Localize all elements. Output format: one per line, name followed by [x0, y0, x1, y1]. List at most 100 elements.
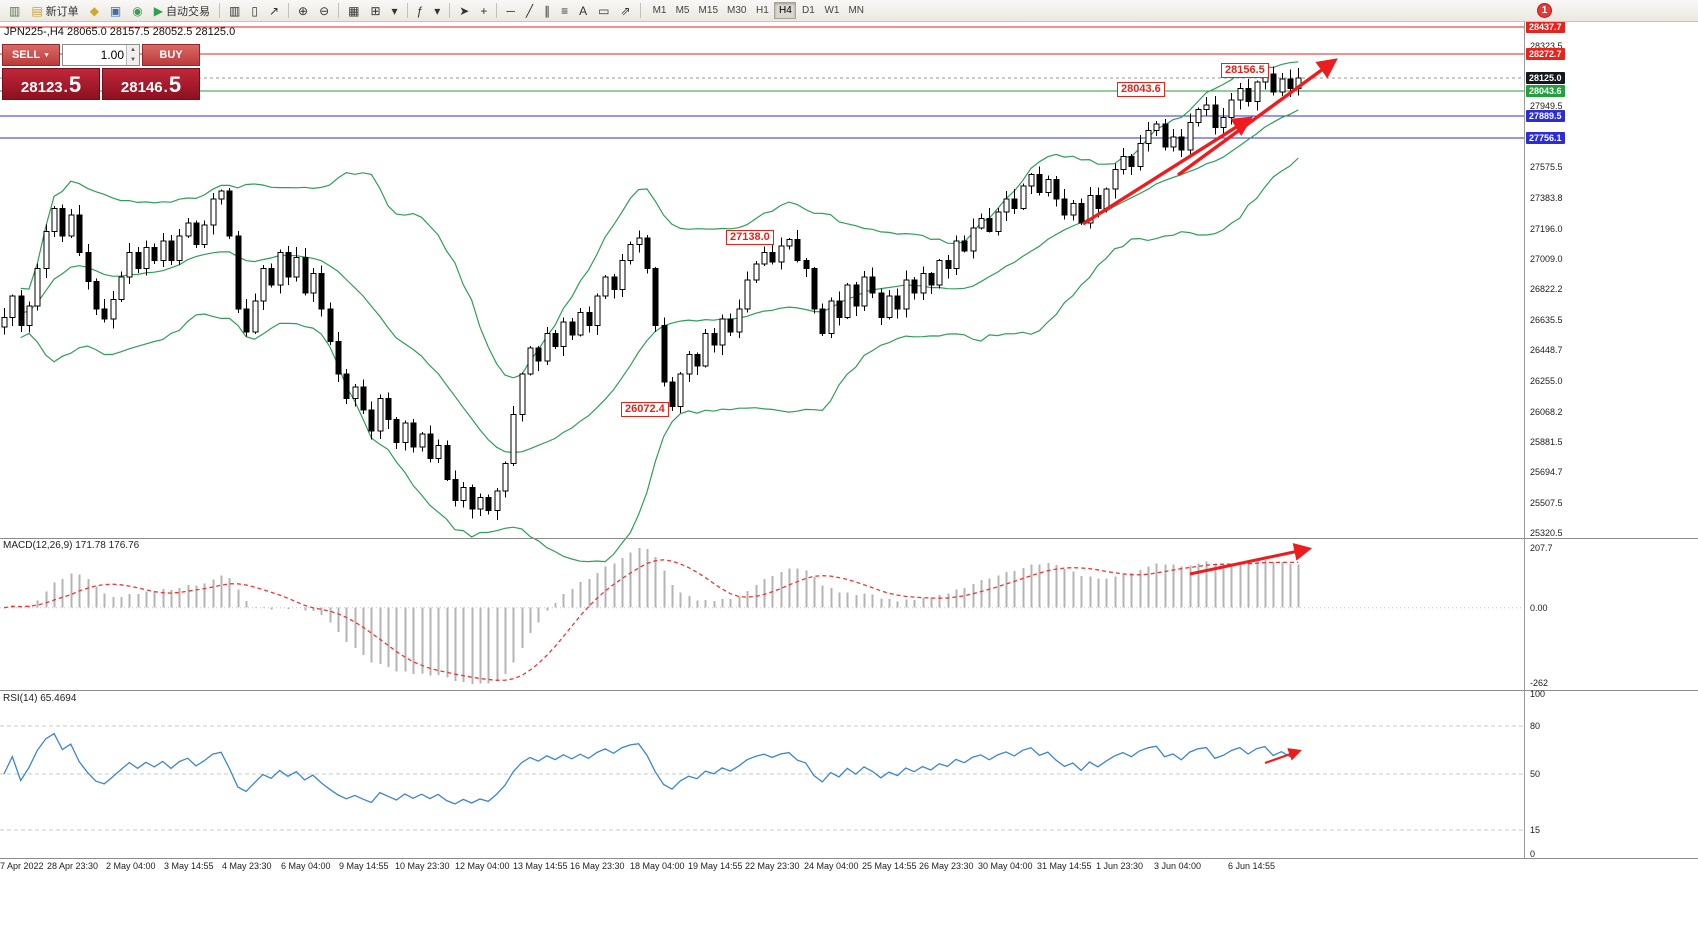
zoom-in-icon[interactable]: ⊕ [293, 1, 313, 20]
candle-body [661, 324, 668, 383]
candle-body [193, 222, 200, 245]
timeframe-m15[interactable]: M15 [695, 2, 722, 19]
candle-body [602, 276, 609, 297]
candle-body [586, 311, 593, 326]
timeframe-m1[interactable]: M1 [649, 2, 671, 19]
candle-body [168, 240, 175, 262]
candle-body [652, 268, 659, 326]
candle-body [477, 496, 484, 510]
sell-button[interactable]: SELL ▼ [2, 44, 60, 66]
cursor-icon[interactable]: ➤ [454, 1, 474, 20]
candle-body [293, 256, 300, 278]
new-chart-icon[interactable]: ⊞ [365, 1, 385, 20]
candle-body [1279, 78, 1286, 93]
candle-body [911, 279, 918, 294]
horizontal-line-icon[interactable]: ─ [501, 1, 520, 20]
candle-body [786, 238, 793, 247]
candle-body [410, 422, 417, 448]
sell-price-frac: 5 [68, 72, 82, 98]
new-chart-icon: ⊞ [370, 3, 381, 18]
candle-body [569, 321, 576, 336]
indicators-caret-icon[interactable]: ▾ [429, 1, 445, 20]
candle-body [811, 268, 818, 310]
toolbar-separator [406, 3, 408, 18]
autotrade-button-label: 自动交易 [165, 5, 210, 18]
volume-stepper: ▲ ▼ [62, 44, 140, 66]
candle-body [519, 373, 526, 416]
candle-body [711, 333, 718, 346]
candle-body [961, 240, 968, 252]
toolbar-separator [338, 3, 340, 18]
timeframe-m5[interactable]: M5 [672, 2, 694, 19]
candle-body [310, 273, 317, 294]
sell-price-dot: . [63, 78, 68, 96]
tile-windows-icon[interactable]: ▦ [343, 1, 364, 20]
candle-body [151, 247, 158, 262]
candle-body [677, 373, 684, 408]
timeframe-d1[interactable]: D1 [797, 2, 819, 19]
trendline-icon[interactable]: ╱ [521, 1, 538, 20]
candle-body [1045, 178, 1052, 193]
candle-body [1070, 203, 1077, 216]
candlestick-chart-icon[interactable]: ▯ [246, 1, 263, 20]
text-icon[interactable]: A [574, 1, 592, 20]
zoom-out-icon[interactable]: ⊖ [314, 1, 334, 20]
time-axis[interactable] [0, 858, 1524, 874]
candle-body [970, 227, 977, 252]
sell-price-main: 28123 [20, 78, 63, 96]
arrows-tool-icon[interactable]: ⇗ [615, 1, 635, 20]
autotrade-button[interactable]: ▶ 自动交易 [149, 1, 215, 20]
price-axis[interactable] [1524, 22, 1698, 858]
candle-body [502, 462, 509, 492]
buy-price-main: 28146 [120, 78, 163, 96]
fibonacci-icon[interactable]: ≡ [556, 1, 573, 20]
channel-icon[interactable]: ∥ [539, 1, 555, 20]
volume-increase-button[interactable]: ▲ [127, 45, 139, 55]
indicators-icon[interactable]: ƒ [412, 1, 429, 20]
candle-body [59, 208, 66, 237]
timeframe-h1[interactable]: H1 [751, 2, 773, 19]
timeframe-w1[interactable]: W1 [820, 2, 843, 19]
candle-body [1245, 88, 1252, 103]
buy-button[interactable]: BUY [142, 44, 200, 66]
line-chart-icon[interactable]: ↗ [264, 1, 284, 20]
new-order-button[interactable]: ▤ 新订单 [26, 1, 83, 20]
candle-body [1162, 123, 1169, 148]
channel-icon: ∥ [544, 3, 551, 18]
timeframe-mn[interactable]: MN [844, 2, 868, 19]
candle-body [85, 251, 92, 283]
candle-body [352, 386, 359, 399]
volume-decrease-button[interactable]: ▼ [127, 55, 139, 65]
market-watch-icon[interactable]: ◆ [85, 1, 104, 20]
candle-body [277, 251, 284, 286]
candle-body [727, 318, 734, 333]
navigator-icon[interactable]: ◉ [127, 1, 147, 20]
profiles-caret-icon[interactable]: ▾ [387, 1, 403, 20]
sell-price-display[interactable]: 28123. 5 [2, 68, 100, 100]
notification-badge[interactable]: 1 [1537, 3, 1552, 18]
sell-button-label: SELL [11, 49, 41, 61]
candle-body [953, 240, 960, 270]
text-label-icon[interactable]: ▭ [593, 1, 614, 20]
data-window-icon[interactable]: ▣ [105, 1, 126, 20]
candle-body [986, 217, 993, 232]
candle-body [43, 230, 50, 270]
toolbar-separator [639, 3, 641, 18]
candle-body [34, 268, 41, 307]
timeframe-h4[interactable]: H4 [774, 2, 797, 19]
bar-chart-icon[interactable]: ▥ [224, 1, 245, 20]
candle-body [794, 238, 801, 262]
candle-body [736, 308, 743, 333]
candle-body [1212, 104, 1219, 128]
buy-price-display[interactable]: 28146. 5 [102, 68, 200, 100]
candle-body [143, 247, 150, 270]
candle-body [1095, 195, 1102, 210]
crosshair-icon[interactable]: + [475, 1, 492, 20]
volume-input[interactable] [63, 45, 126, 65]
charts-tile-icon[interactable]: ▥ [4, 1, 25, 20]
timeframe-bar: M1 M5 M15 M30 H1 H4 D1 W1 MN [649, 2, 868, 19]
one-click-trading-panel: SELL▼ ▲ ▼ BUY 28123.5 28146.5 [2, 44, 200, 100]
profiles-caret-icon: ▾ [391, 3, 398, 18]
timeframe-m30[interactable]: M30 [723, 2, 750, 19]
